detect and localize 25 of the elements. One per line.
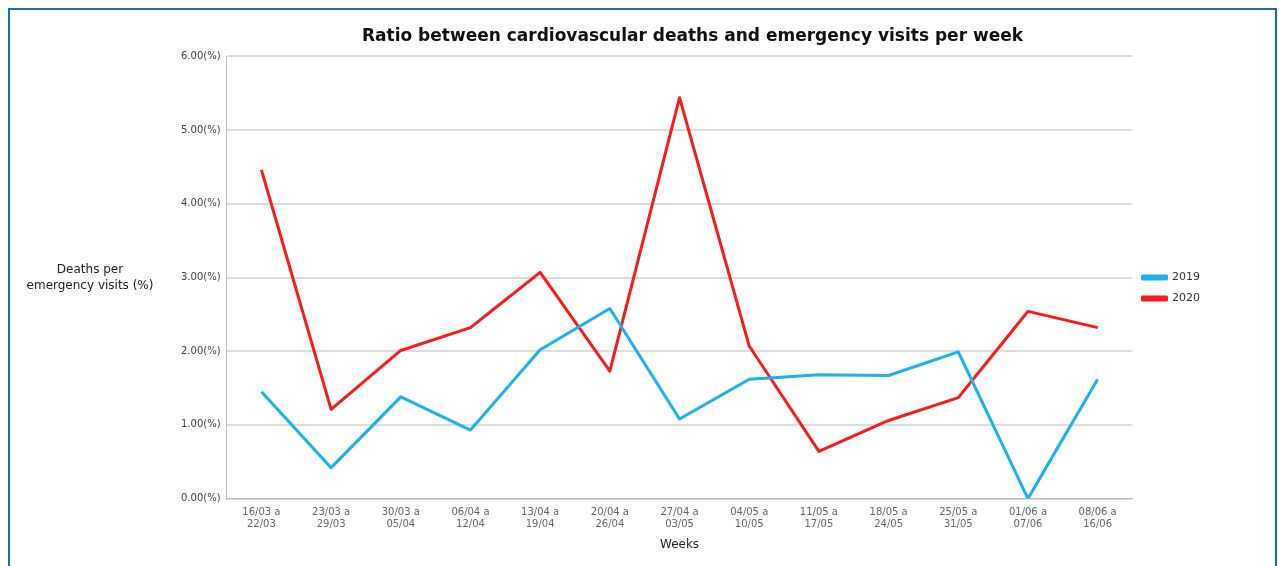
y-tick-label: 2.00(%) <box>180 344 221 356</box>
y-tick-label: 5.00(%) <box>180 123 221 135</box>
x-tick-label: 30/03 a 05/04 <box>381 506 420 530</box>
y-tick-label: 0.00(%) <box>180 492 221 504</box>
chart-title: Ratio between cardiovascular deaths and emergency visits per week <box>361 24 1024 45</box>
x-tick-label: 06/04 a 12/04 <box>451 506 490 530</box>
x-tick-label: 13/04 a 19/04 <box>521 506 560 530</box>
x-tick-label: 08/06 a 16/06 <box>1078 506 1117 530</box>
y-tick-label: 3.00(%) <box>180 271 221 283</box>
x-tick-label: 23/03 a 29/03 <box>312 506 351 530</box>
y-axis-title: Deaths per emergency visits (%) <box>26 261 154 292</box>
y-tick-label: 1.00(%) <box>180 418 221 430</box>
x-tick-label: 16/03 a 22/03 <box>242 506 281 530</box>
legend-label: 2020 <box>1172 291 1201 305</box>
y-tick-label: 6.00(%) <box>180 49 221 61</box>
x-tick-label: 20/04 a 26/04 <box>590 506 629 530</box>
legend-label: 2019 <box>1172 270 1201 284</box>
x-axis-title: Weeks <box>659 536 700 551</box>
x-tick-label: 04/05 a 10/05 <box>730 506 769 530</box>
x-tick-label: 18/05 a 24/05 <box>869 506 908 530</box>
x-tick-label: 11/05 a 17/05 <box>799 506 838 530</box>
x-tick-label: 27/04 a 03/05 <box>660 506 699 530</box>
y-tick-label: 4.00(%) <box>180 197 221 209</box>
x-tick-label: 25/05 a 31/05 <box>939 506 978 530</box>
x-tick-label: 01/06 a 07/06 <box>1008 506 1048 530</box>
